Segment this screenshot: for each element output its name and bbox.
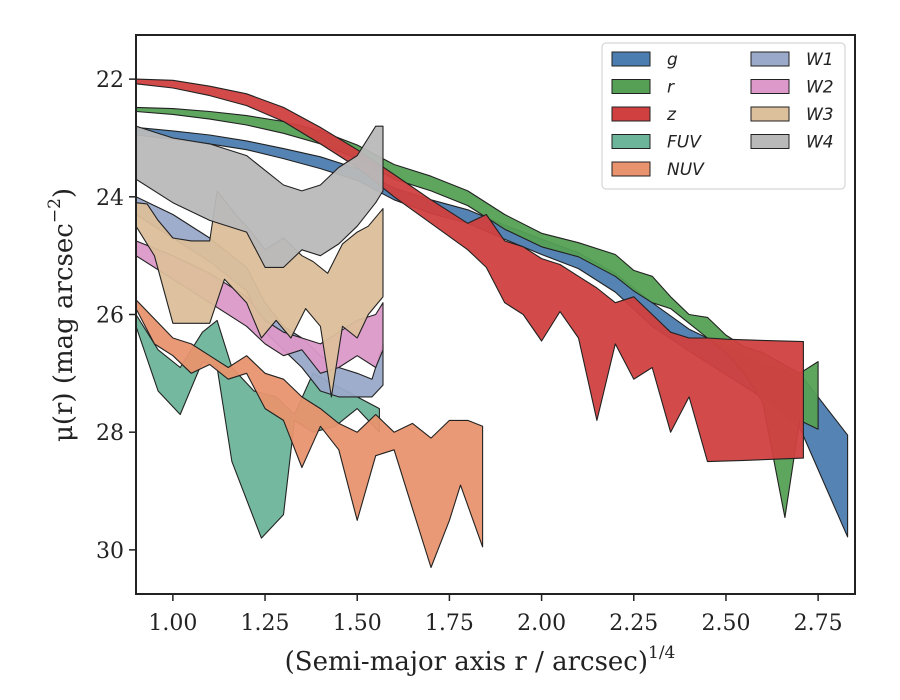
legend-swatch-z [611,106,651,122]
legend-label-nuv: NUV [667,160,705,180]
x-tick-label: 2.25 [609,611,658,636]
legend-swatch-r [611,79,651,94]
legend-swatch-w4 [750,134,790,149]
y-tick-label: 30 [96,539,124,564]
y-tick-label: 24 [96,186,124,211]
legend-swatch-w3 [750,106,790,122]
legend-label-z: z [666,105,677,125]
profile-bands [136,78,849,569]
x-tick-label: 1.75 [425,611,474,636]
band-w4 [136,125,384,268]
band-z [136,78,804,463]
legend-label-g: g [667,50,678,70]
legend-swatch-w2 [750,79,790,94]
y-axis-title: μ(r) (mag arcsec−2) [45,188,79,442]
y-tick-label: 26 [96,304,124,329]
x-tick-label: 1.25 [241,611,290,636]
y-axis-ticks: 22 24 26 28 30 [96,68,136,564]
y-tick-label: 22 [96,68,124,93]
x-axis-title-text: (Semi-major axis r / arcsec) [285,647,648,677]
legend-label-w3: W3 [806,105,834,125]
legend-label-r: r [667,78,675,98]
y-axis-title-text: μ(r) (mag arcsec [49,223,79,442]
legend-swatch-g [611,51,651,67]
x-axis-title: (Semi-major axis r / arcsec)1/4 [285,643,676,677]
x-axis-ticks: 1.00 1.25 1.50 1.75 2.00 2.25 2.50 2.75 [148,594,843,636]
legend-label-w4: W4 [806,133,834,153]
legend-label-fuv: FUV [667,133,702,153]
band-nuv [136,299,484,569]
y-tick-label: 28 [96,421,124,446]
legend-label-w1: W1 [806,50,834,70]
legend-swatch-nuv [611,161,651,177]
x-tick-label: 1.50 [333,611,382,636]
x-axis-title-exponent: 1/4 [648,643,675,663]
legend-swatch-w1 [750,51,790,67]
x-tick-label: 2.75 [794,611,843,636]
y-axis-title-exponent: −2 [45,198,65,223]
x-tick-label: 1.00 [148,611,197,636]
y-axis-title-close: ) [49,188,79,198]
legend: grz FUV NUV W1 W2 W3 W4 [601,42,846,190]
x-tick-label: 2.00 [517,611,566,636]
legend-label-w2: W2 [806,78,834,98]
legend-swatch-fuv [611,134,651,149]
x-tick-label: 2.50 [701,611,750,636]
